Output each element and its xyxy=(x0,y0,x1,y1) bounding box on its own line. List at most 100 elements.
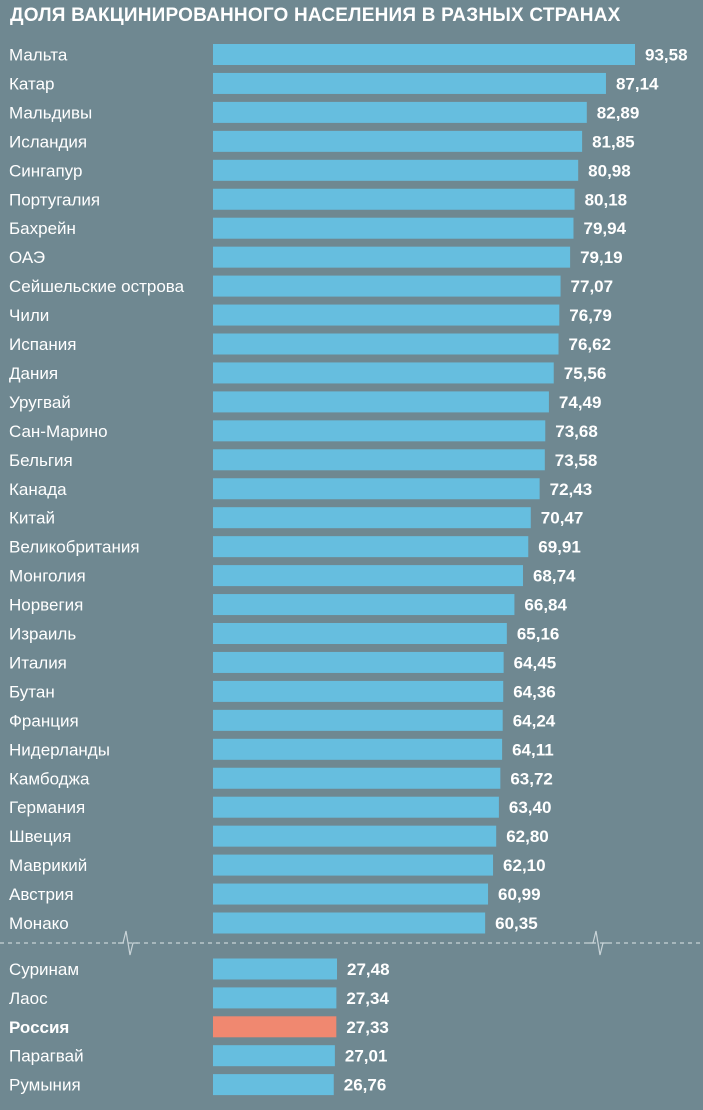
bar xyxy=(213,275,561,297)
bar xyxy=(213,420,546,442)
category-label: Канада xyxy=(9,480,67,499)
bar xyxy=(213,188,575,210)
bar xyxy=(213,796,499,818)
bar xyxy=(213,159,579,181)
data-label: 27,34 xyxy=(346,989,389,1008)
data-label: 62,80 xyxy=(506,827,549,846)
bar xyxy=(213,333,559,355)
data-label: 80,18 xyxy=(585,190,628,209)
axis-break-mark xyxy=(588,930,608,956)
bar xyxy=(213,478,540,500)
data-label: 64,45 xyxy=(514,653,557,672)
category-label: Германия xyxy=(9,798,85,817)
axis-break-mark xyxy=(118,930,138,956)
category-label: Мальта xyxy=(9,46,68,65)
data-label: 60,35 xyxy=(495,914,538,933)
category-label: Бутан xyxy=(9,682,55,701)
category-label: Норвегия xyxy=(9,596,83,615)
category-label: Исландия xyxy=(9,132,87,151)
bar xyxy=(213,101,587,123)
bar xyxy=(213,1045,335,1067)
category-label: Великобритания xyxy=(9,538,140,557)
bar xyxy=(213,565,523,587)
data-label: 79,94 xyxy=(583,219,626,238)
category-label: Испания xyxy=(9,335,76,354)
data-label: 60,99 xyxy=(498,885,541,904)
highlight-category-label: Россия xyxy=(9,1018,69,1037)
bar xyxy=(213,1074,334,1096)
bar xyxy=(213,987,337,1009)
data-label: 62,10 xyxy=(503,856,546,875)
data-label: 73,68 xyxy=(555,422,598,441)
bar xyxy=(213,130,583,152)
bar xyxy=(213,507,531,529)
category-label: Израиль xyxy=(9,625,76,644)
bar xyxy=(213,246,571,268)
data-label: 75,56 xyxy=(564,364,607,383)
category-label: Парагвай xyxy=(9,1047,84,1066)
data-label: 74,49 xyxy=(559,393,602,412)
data-label: 80,98 xyxy=(588,161,631,180)
data-label: 93,58 xyxy=(645,46,688,65)
category-label: Маврикий xyxy=(9,856,87,875)
bar xyxy=(213,594,515,616)
bar xyxy=(213,44,635,65)
category-label: Дания xyxy=(9,364,58,383)
category-label: Бахрейн xyxy=(9,219,76,238)
data-label: 81,85 xyxy=(592,132,635,151)
data-label: 27,33 xyxy=(346,1018,389,1037)
category-label: Монако xyxy=(9,914,69,933)
data-label: 26,76 xyxy=(344,1076,387,1095)
bar xyxy=(213,709,503,731)
data-label: 77,07 xyxy=(571,277,614,296)
data-label: 64,11 xyxy=(512,740,554,759)
category-label: Камбоджа xyxy=(9,769,90,788)
data-label: 79,19 xyxy=(580,248,623,267)
bar xyxy=(213,680,504,702)
data-label: 73,58 xyxy=(555,451,598,470)
bar xyxy=(213,391,549,413)
bar xyxy=(213,912,486,934)
bar xyxy=(213,217,574,239)
chart-title: ДОЛЯ ВАКЦИНИРОВАННОГО НАСЕЛЕНИЯ В РАЗНЫХ… xyxy=(10,5,621,26)
bar xyxy=(213,651,504,673)
category-label: Монголия xyxy=(9,567,86,586)
category-label: Чили xyxy=(9,306,49,325)
bar xyxy=(213,825,497,847)
data-label: 68,74 xyxy=(533,567,576,586)
data-label: 76,62 xyxy=(569,335,612,354)
category-label: Португалия xyxy=(9,190,100,209)
data-label: 64,24 xyxy=(513,711,556,730)
data-label: 63,40 xyxy=(509,798,552,817)
category-label: Сан-Марино xyxy=(9,422,108,441)
bar xyxy=(213,72,606,94)
data-label: 70,47 xyxy=(541,509,584,528)
category-label: ОАЭ xyxy=(9,248,45,267)
category-label: Италия xyxy=(9,653,67,672)
data-label: 65,16 xyxy=(517,625,560,644)
data-label: 66,84 xyxy=(524,596,567,615)
bar xyxy=(213,883,489,905)
category-label: Катар xyxy=(9,74,55,93)
bar xyxy=(213,738,503,760)
category-label: Китай xyxy=(9,509,55,528)
data-label: 72,43 xyxy=(550,480,593,499)
highlight-bar xyxy=(213,1016,337,1038)
category-label: Швеция xyxy=(9,827,71,846)
data-label: 27,01 xyxy=(345,1047,388,1066)
data-label: 76,79 xyxy=(569,306,612,325)
category-label: Уругвай xyxy=(9,393,71,412)
category-label: Румыния xyxy=(9,1076,81,1095)
data-label: 27,48 xyxy=(347,960,390,979)
category-label: Франция xyxy=(9,711,79,730)
bar xyxy=(213,362,554,384)
category-label: Мальдивы xyxy=(9,103,92,122)
category-label: Суринам xyxy=(9,960,79,979)
category-label: Австрия xyxy=(9,885,74,904)
bar xyxy=(213,767,501,789)
bar xyxy=(213,623,507,644)
bar xyxy=(213,958,337,980)
category-label: Нидерланды xyxy=(9,740,110,759)
data-label: 87,14 xyxy=(616,74,659,93)
